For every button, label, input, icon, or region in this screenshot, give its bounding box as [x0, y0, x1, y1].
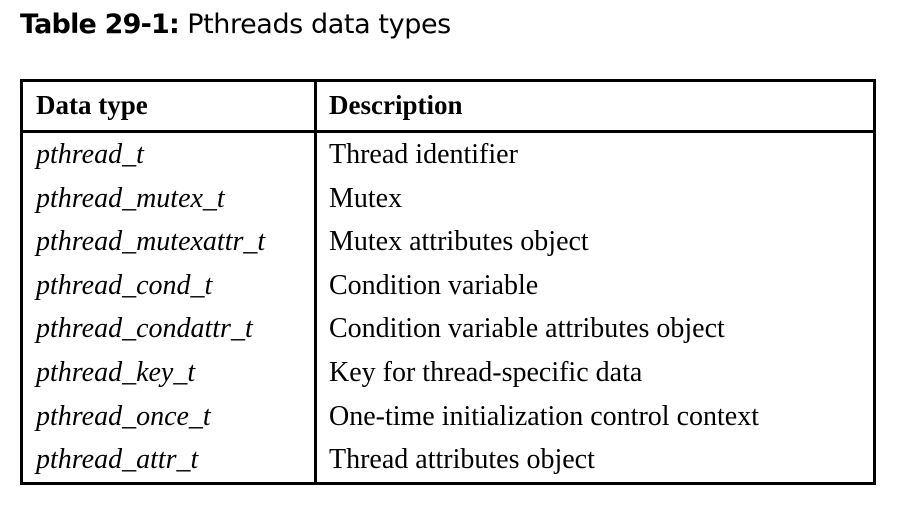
table-caption-label: Table 29-1: — [20, 9, 180, 40]
row-data-type: pthread_condattr_t — [36, 313, 253, 345]
row-data-type: pthread_cond_t — [36, 269, 213, 301]
table-row: pthread_once_t One-time initialization c… — [23, 397, 873, 441]
row-data-type: pthread_t — [36, 139, 144, 170]
row-description: Thread identifier — [329, 139, 518, 170]
row-data-type: pthread_mutex_t — [36, 182, 225, 214]
table-caption: Table 29-1: Pthreads data types — [20, 9, 451, 40]
row-data-type: pthread_attr_t — [36, 444, 199, 476]
row-data-type: pthread_key_t — [36, 357, 196, 388]
row-data-type: pthread_mutexattr_t — [36, 226, 266, 258]
column-divider — [314, 82, 317, 482]
row-description: Mutex — [329, 182, 403, 214]
header-data-type: Data type — [36, 90, 148, 120]
row-description: Key for thread-specific data — [329, 357, 643, 388]
table-row: pthread_t Thread identifier — [23, 135, 873, 179]
table-row: pthread_condattr_t Condition variable at… — [23, 309, 873, 353]
table-row: pthread_key_t Key for thread-specific da… — [23, 353, 873, 397]
row-description: Mutex attributes object — [329, 226, 589, 258]
data-types-table: Data type Description pthread_t Thread i… — [20, 79, 876, 485]
header-description: Description — [329, 90, 463, 120]
row-description: Condition variable attributes object — [329, 313, 725, 345]
table-row: pthread_mutexattr_t Mutex attributes obj… — [23, 222, 873, 266]
row-description: One-time initialization control context — [329, 400, 759, 432]
row-data-type: pthread_once_t — [36, 400, 211, 432]
row-description: Condition variable — [329, 269, 539, 301]
row-description: Thread attributes object — [329, 444, 595, 476]
table-row: pthread_cond_t Condition variable — [23, 266, 873, 310]
table-header-row: Data type Description — [23, 82, 873, 133]
table-caption-text: Pthreads data types — [187, 9, 451, 40]
table-row: pthread_mutex_t Mutex — [23, 179, 873, 223]
table-row: pthread_attr_t Thread attributes object — [23, 440, 873, 484]
